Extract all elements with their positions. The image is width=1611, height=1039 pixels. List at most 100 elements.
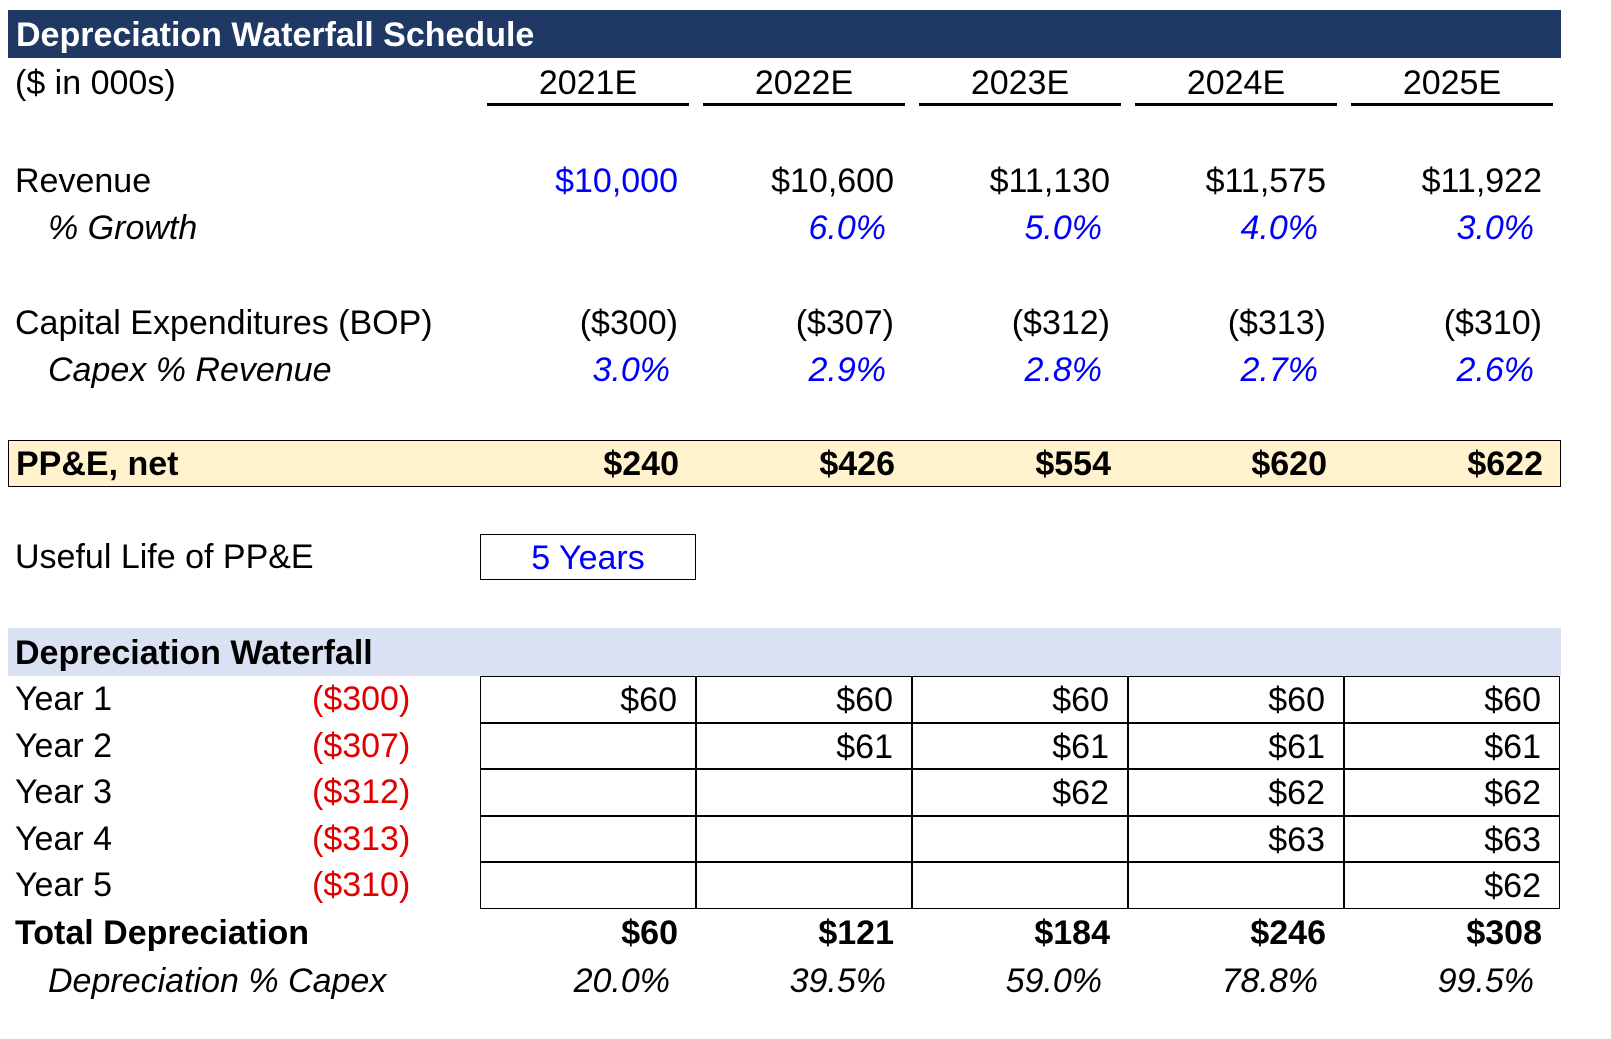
waterfall-cell: $60	[696, 676, 912, 723]
waterfall-year-label: Year 3	[15, 773, 113, 812]
waterfall-capex: ($307)	[312, 726, 411, 765]
value-cell: $622	[1467, 445, 1543, 483]
value-cell: ($312)	[1011, 304, 1110, 342]
value-cell: 78.8%	[1221, 962, 1318, 1000]
waterfall-cell: $63	[1128, 815, 1344, 863]
value-cell: 20.0%	[573, 962, 670, 1000]
year-header: 2021E	[480, 60, 696, 106]
value-cell: 6.0%	[808, 209, 887, 247]
total-row: Total Depreciation $60 $121 $184 $246 $308	[8, 910, 1561, 956]
waterfall-cell: $61	[1128, 722, 1344, 770]
value-cell: 5.0%	[1024, 209, 1103, 247]
row-label: % Growth	[48, 209, 198, 247]
waterfall-cell: $60	[1344, 676, 1560, 723]
row-label: Total Depreciation	[15, 914, 310, 952]
waterfall-cell	[912, 862, 1128, 909]
value-cell: $620	[1251, 445, 1327, 483]
waterfall-cell: $63	[1344, 815, 1560, 863]
value-cell: $308	[1466, 914, 1542, 952]
revenue-row: Revenue $10,000 $10,600 $11,130 $11,575 $11,…	[8, 158, 1561, 204]
value-cell: $121	[818, 914, 894, 952]
year-header: 2023E	[912, 60, 1128, 106]
waterfall-capex: ($313)	[312, 819, 411, 858]
year-label: 2021E	[487, 63, 689, 106]
value-cell: 4.0%	[1240, 209, 1319, 247]
capex-row: Capital Expenditures (BOP) ($300) ($307) (…	[8, 300, 1561, 346]
year-header: 2025E	[1344, 60, 1560, 106]
year-label: 2022E	[703, 63, 905, 106]
waterfall-year-label: Year 1	[15, 680, 113, 718]
header-row: ($ in 000s) 2021E 2022E 2023E 2024E 2025E	[8, 60, 1561, 106]
value-cell: ($313)	[1227, 304, 1326, 342]
waterfall-cell: $62	[1344, 862, 1560, 909]
waterfall-cell: $62	[1344, 769, 1560, 816]
waterfall-cell: $61	[696, 722, 912, 770]
waterfall-cell: $60	[480, 676, 696, 723]
waterfall-capex: ($312)	[312, 773, 411, 812]
waterfall-header: Depreciation Waterfall	[8, 628, 1561, 676]
waterfall-cell: $62	[912, 769, 1128, 816]
waterfall-cell	[696, 769, 912, 816]
year-header: 2022E	[696, 60, 912, 106]
waterfall-cell	[912, 815, 1128, 863]
year-label: 2023E	[919, 63, 1121, 106]
year-label: 2025E	[1351, 63, 1553, 106]
capex-pct-row: Capex % Revenue 3.0% 2.9% 2.8% 2.7% 2.6%	[8, 347, 1561, 393]
value-cell: 99.5%	[1437, 962, 1534, 1000]
year-label: 2024E	[1135, 63, 1337, 106]
row-label: Revenue	[15, 162, 152, 200]
value-cell: 2.8%	[1024, 351, 1103, 389]
row-label: Capital Expenditures (BOP)	[15, 304, 433, 342]
waterfall-year-label: Year 4	[15, 819, 113, 858]
waterfall-year-label: Year 2	[15, 726, 113, 765]
waterfall-cell: $61	[1344, 722, 1560, 770]
value-cell: 39.5%	[789, 962, 886, 1000]
waterfall-capex: ($300)	[312, 680, 411, 718]
value-cell: $60	[621, 914, 678, 952]
useful-life-row: Useful Life of PP&E	[8, 534, 1561, 580]
row-label: Capex % Revenue	[48, 351, 332, 389]
waterfall-cell	[1128, 862, 1344, 909]
waterfall-cell: $62	[1128, 769, 1344, 816]
waterfall-year-label: Year 5	[15, 866, 113, 905]
waterfall-grid: $60 $60 $60 $60 $60 $61 $61 $61 $61 $62 $62 $62 $63 $…	[480, 676, 1561, 909]
waterfall-cell	[480, 722, 696, 770]
waterfall-cell: $61	[912, 722, 1128, 770]
row-label: Useful Life of PP&E	[15, 538, 314, 576]
value-cell: ($307)	[795, 304, 894, 342]
value-cell: 2.6%	[1456, 351, 1535, 389]
growth-row: % Growth 6.0% 5.0% 4.0% 3.0%	[8, 205, 1561, 251]
waterfall-cell	[480, 769, 696, 816]
units-label: ($ in 000s)	[15, 64, 176, 102]
value-cell: 59.0%	[1005, 962, 1102, 1000]
value-cell: $10,000	[555, 162, 678, 200]
value-cell: $426	[819, 445, 895, 483]
year-header: 2024E	[1128, 60, 1344, 106]
section-title: Depreciation Waterfall	[15, 634, 373, 672]
waterfall-cell: $60	[912, 676, 1128, 723]
value-cell: $10,600	[771, 162, 894, 200]
value-cell: ($300)	[579, 304, 678, 342]
value-cell: $184	[1034, 914, 1110, 952]
value-cell: $11,922	[1421, 162, 1542, 200]
waterfall-cell: $60	[1128, 676, 1344, 723]
value-cell: ($310)	[1443, 304, 1542, 342]
value-cell: $554	[1035, 445, 1111, 483]
value-cell: 3.0%	[592, 351, 671, 389]
dep-pct-row: Depreciation % Capex 20.0% 39.5% 59.0% 78.8…	[8, 958, 1561, 1004]
row-label: PP&E, net	[16, 445, 179, 483]
ppe-row: PP&E, net $240 $426 $554 $620 $622	[8, 440, 1561, 487]
value-cell: $246	[1250, 914, 1326, 952]
waterfall-cell	[696, 815, 912, 863]
waterfall-cell	[696, 862, 912, 909]
waterfall-cell	[480, 862, 696, 909]
row-label: Depreciation % Capex	[48, 962, 387, 1000]
value-cell	[480, 205, 696, 251]
value-cell: $240	[603, 445, 679, 483]
value-cell: 2.7%	[1240, 351, 1319, 389]
value-cell: 3.0%	[1456, 209, 1535, 247]
value-cell: $11,130	[989, 162, 1110, 200]
useful-life-input[interactable]: 5 Years	[480, 534, 696, 580]
waterfall-cell	[480, 815, 696, 863]
value-cell: 2.9%	[808, 351, 887, 389]
